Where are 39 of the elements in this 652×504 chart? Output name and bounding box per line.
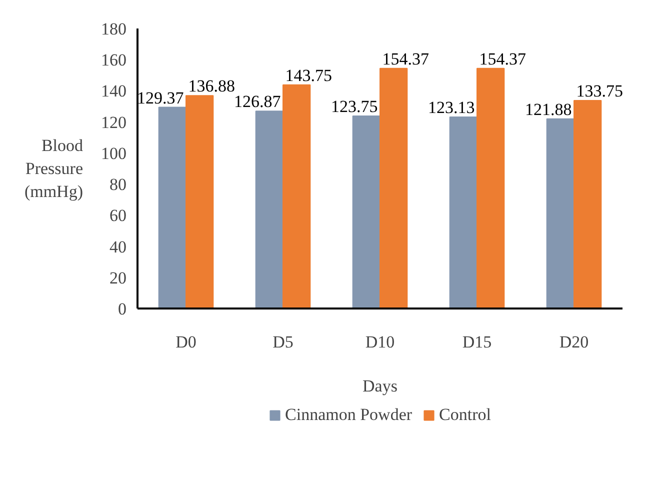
y-tick-label: 140 <box>101 82 126 101</box>
bar <box>158 106 186 308</box>
bar <box>352 116 380 308</box>
y-tick-label: 20 <box>110 268 126 288</box>
data-label: 154.37 <box>479 49 526 68</box>
data-label: 143.75 <box>285 66 332 85</box>
x-tick-label: D10 <box>365 332 395 352</box>
data-label: 133.75 <box>576 81 623 100</box>
y-tick-label: 120 <box>101 112 126 132</box>
x-tick-label: D5 <box>272 332 294 352</box>
y-axis-title: Blood Pressure (mmHg) <box>24 136 84 201</box>
data-label: 121.88 <box>525 100 572 119</box>
x-axis-title: Days <box>362 376 398 396</box>
y-tick-label: 160 <box>101 50 126 70</box>
bar <box>380 68 408 308</box>
data-label: 154.37 <box>382 49 430 68</box>
y-tick-label: 180 <box>101 20 126 38</box>
data-label: 136.88 <box>188 76 235 96</box>
y-tick-label: 60 <box>110 206 126 226</box>
bar <box>255 110 284 308</box>
legend-label: Control <box>439 405 491 425</box>
x-tick-label: D0 <box>176 332 196 352</box>
data-label: 123.75 <box>331 97 378 116</box>
y-tick-label: 80 <box>110 175 126 194</box>
bar <box>574 100 602 308</box>
y-tick-label: 0 <box>118 300 126 318</box>
x-tick-label: D15 <box>462 332 492 352</box>
x-tick-label: D20 <box>559 332 589 352</box>
bar <box>186 95 214 308</box>
bar <box>476 68 505 308</box>
y-tick-label: 40 <box>110 237 126 256</box>
legend-label: Cinnamon Powder <box>285 405 412 425</box>
y-tick-label: 100 <box>101 144 126 163</box>
data-label: 123.13 <box>428 98 475 117</box>
bar <box>282 84 311 308</box>
data-label: 126.87 <box>234 92 282 112</box>
bar <box>449 116 478 308</box>
data-label: 129.37 <box>137 88 184 108</box>
bar <box>546 118 574 308</box>
